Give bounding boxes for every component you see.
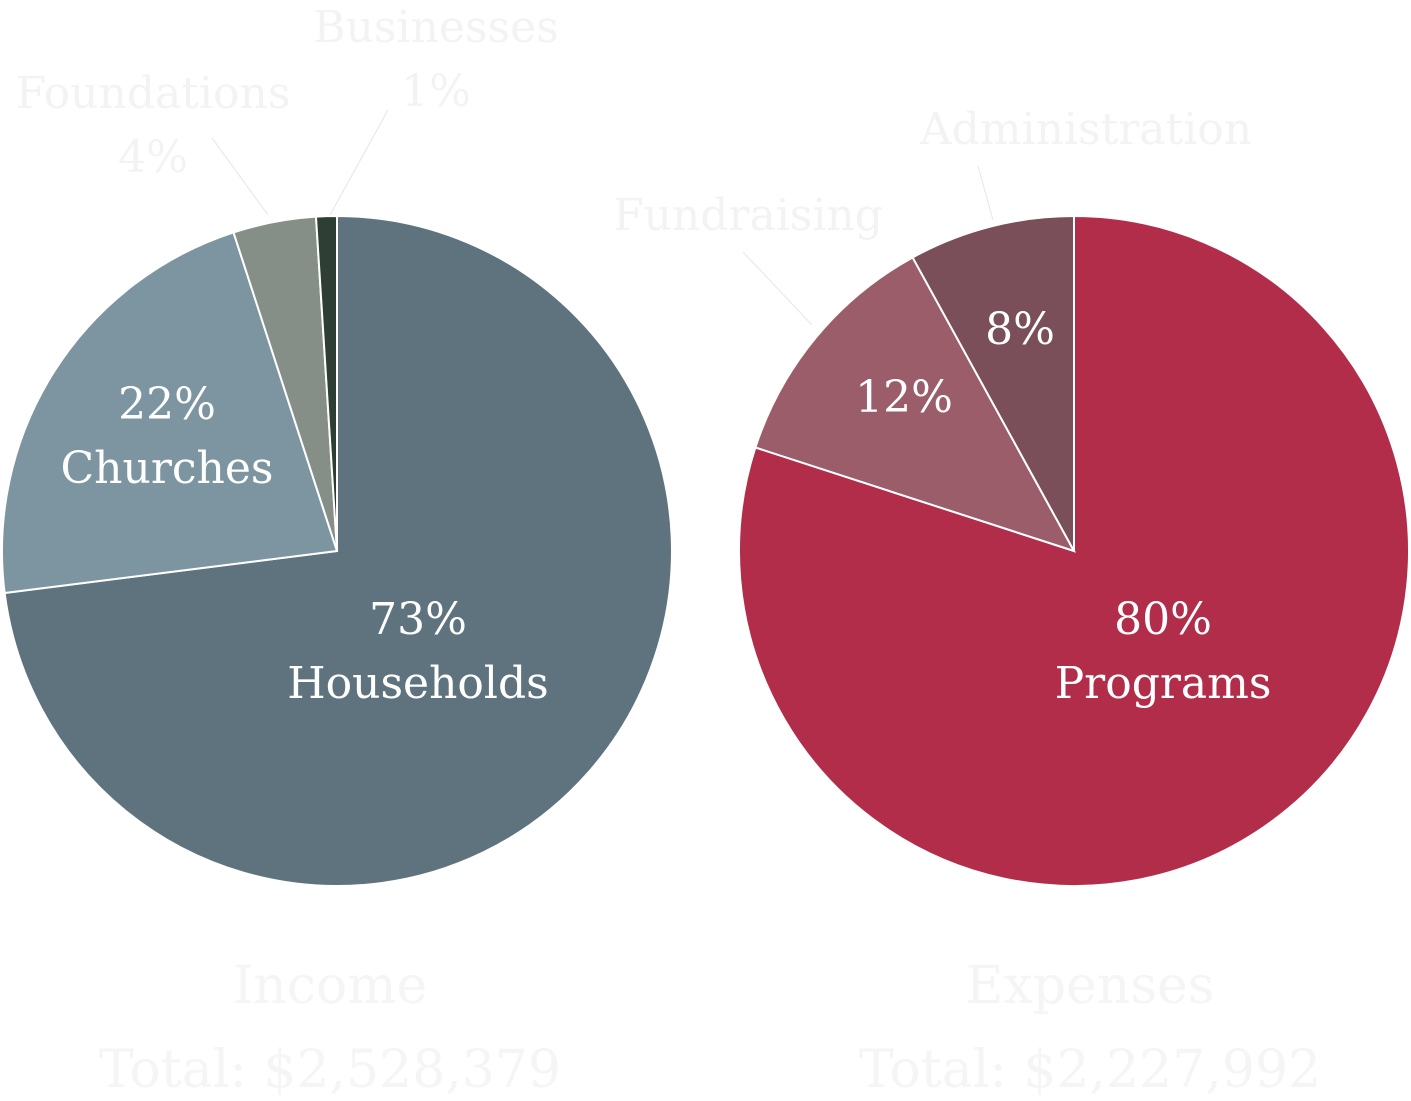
expenses-title: Expenses — [966, 956, 1215, 1016]
pie-slice-administration — [911, 214, 1075, 552]
fundraising-name-label: Fundraising — [613, 190, 883, 241]
businesses-name-label: Businesses — [313, 2, 558, 53]
pie-slice-households — [3, 214, 673, 887]
foundations-percent-label: 4% — [118, 132, 188, 183]
income-pie-chart — [1, 214, 673, 887]
foundations-leader-line — [211, 137, 269, 216]
fundraising-leader-line — [742, 251, 813, 326]
churches-percent-label: 22% — [118, 379, 216, 430]
administration-percent-label: 8% — [985, 304, 1055, 355]
administration-leader-line — [977, 165, 994, 221]
administration-name-label: Administration — [919, 104, 1252, 155]
income-title: Income — [233, 956, 428, 1016]
pie-slice-churches — [1, 231, 339, 595]
businesses-leader-line — [329, 109, 389, 216]
churches-name-label: Churches — [61, 443, 274, 494]
pie-slice-businesses — [314, 214, 338, 552]
households-name-label: Households — [287, 658, 548, 709]
programs-name-label: Programs — [1055, 658, 1272, 709]
pie-slice-programs — [738, 214, 1410, 887]
income-total: Total: $2,528,379 — [99, 1040, 561, 1100]
pie-slice-fundraising — [754, 256, 1077, 553]
expenses-total: Total: $2,227,992 — [859, 1040, 1321, 1100]
fundraising-percent-label: 12% — [855, 372, 953, 423]
households-percent-label: 73% — [369, 594, 467, 645]
expenses-pie-chart — [738, 214, 1410, 887]
foundations-name-label: Foundations — [16, 68, 291, 119]
businesses-percent-label: 1% — [401, 66, 471, 117]
programs-percent-label: 80% — [1114, 594, 1212, 645]
